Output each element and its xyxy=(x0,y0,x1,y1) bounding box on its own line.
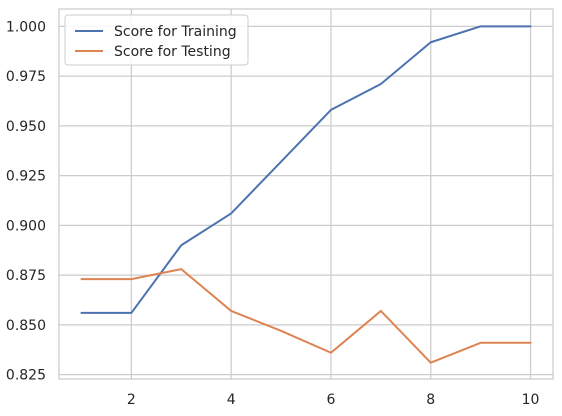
y-tick-label: 0.925 xyxy=(6,169,46,185)
x-tick-label: 2 xyxy=(127,392,136,408)
y-tick-label: 0.875 xyxy=(6,268,46,284)
x-tick-label: 8 xyxy=(426,392,435,408)
x-tick-label: 10 xyxy=(522,392,540,408)
legend-label-testing: Score for Testing xyxy=(114,44,231,60)
legend: Score for Training Score for Testing xyxy=(64,14,249,66)
y-tick-label: 0.900 xyxy=(6,218,46,234)
y-tick-label: 0.950 xyxy=(6,119,46,135)
y-tick-label: 0.850 xyxy=(6,318,46,334)
legend-label-training: Score for Training xyxy=(114,24,237,40)
series-line-score-for-testing xyxy=(80,268,532,364)
y-tick-label: 0.825 xyxy=(6,368,46,384)
series-line-score-for-training xyxy=(80,25,532,314)
y-tick-label: 1.000 xyxy=(6,19,46,35)
plot-frame xyxy=(58,8,554,380)
x-tick-label: 6 xyxy=(326,392,335,408)
y-axis-ticks: 0.825 0.850 0.875 0.900 0.925 0.950 0.975 1.000 xyxy=(6,19,46,383)
x-axis-ticks: 2 4 6 8 10 xyxy=(127,392,540,408)
series-lines xyxy=(80,25,532,364)
y-tick-label: 0.975 xyxy=(6,69,46,85)
x-tick-label: 4 xyxy=(227,392,236,408)
grid-lines xyxy=(59,9,553,379)
legend-box xyxy=(64,14,249,66)
